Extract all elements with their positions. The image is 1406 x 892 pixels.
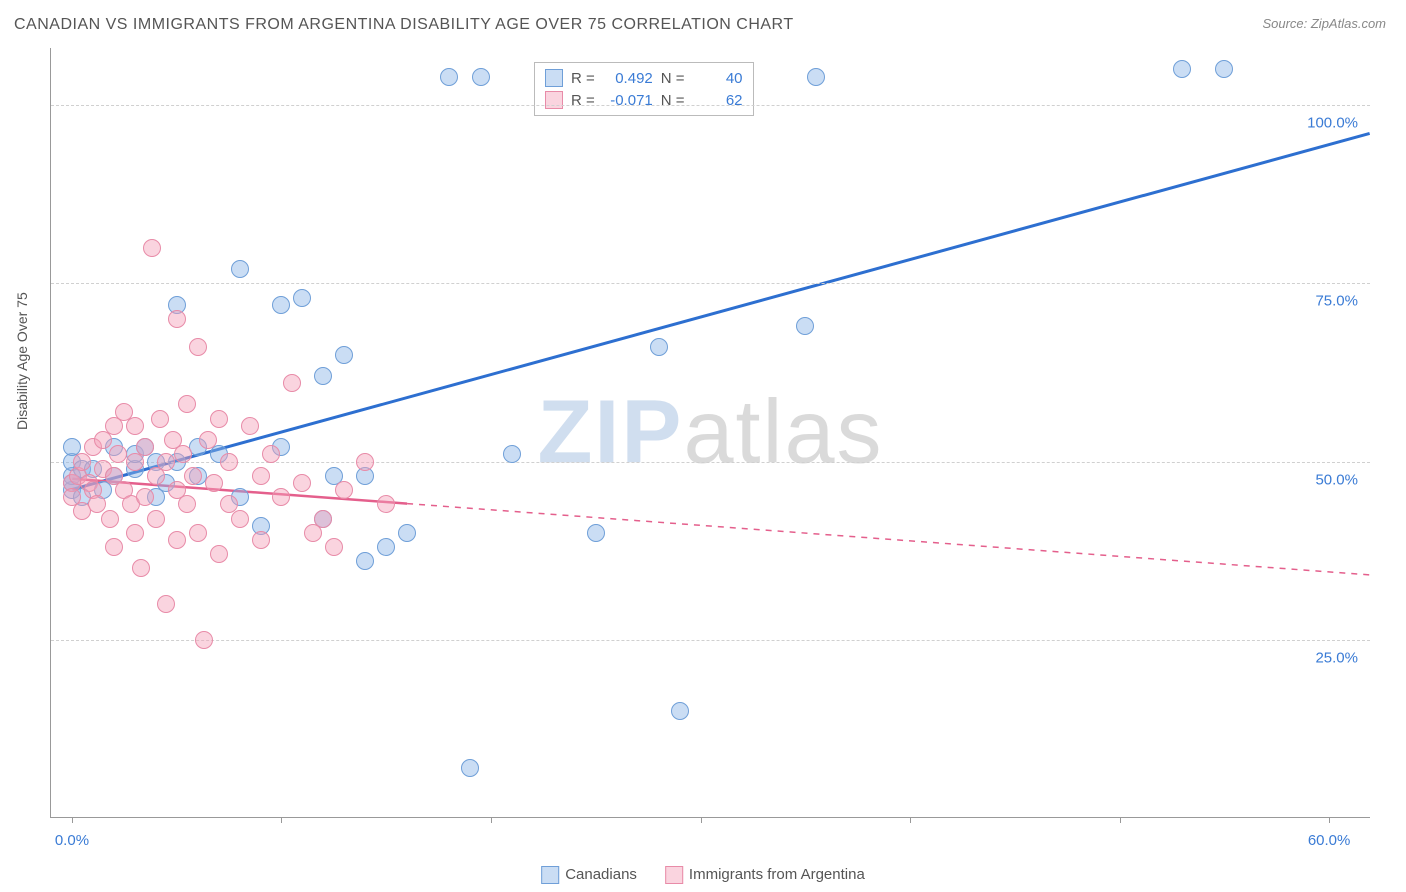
x-tick	[72, 817, 73, 823]
data-point	[136, 488, 154, 506]
data-point	[293, 474, 311, 492]
data-point	[210, 410, 228, 428]
data-point	[168, 531, 186, 549]
data-point	[377, 495, 395, 513]
trend-line-dashed	[407, 504, 1370, 575]
grid-line	[51, 640, 1370, 641]
data-point	[199, 431, 217, 449]
data-point	[325, 538, 343, 556]
data-point	[205, 474, 223, 492]
data-point	[650, 338, 668, 356]
data-point	[178, 495, 196, 513]
data-point	[335, 346, 353, 364]
n-value: 40	[693, 70, 743, 87]
data-point	[132, 559, 150, 577]
data-point	[157, 453, 175, 471]
y-tick-label: 25.0%	[1278, 649, 1358, 666]
data-point	[356, 453, 374, 471]
data-point	[440, 68, 458, 86]
data-point	[283, 374, 301, 392]
chart-title: CANADIAN VS IMMIGRANTS FROM ARGENTINA DI…	[14, 16, 794, 34]
data-point	[272, 296, 290, 314]
data-point	[356, 552, 374, 570]
data-point	[189, 524, 207, 542]
data-point	[314, 510, 332, 528]
y-axis-label: Disability Age Over 75	[14, 292, 30, 430]
swatch-blue-icon	[541, 866, 559, 884]
data-point	[1173, 60, 1191, 78]
x-tick	[701, 817, 702, 823]
data-point	[147, 510, 165, 528]
x-tick	[491, 817, 492, 823]
legend-item-canadians: Canadians	[541, 866, 637, 884]
data-point	[220, 453, 238, 471]
data-point	[195, 631, 213, 649]
data-point	[503, 445, 521, 463]
data-point	[252, 467, 270, 485]
data-point	[151, 410, 169, 428]
x-tick	[910, 817, 911, 823]
data-point	[231, 260, 249, 278]
data-point	[136, 438, 154, 456]
legend-row-argentina: R = -0.071 N = 62	[545, 89, 743, 111]
x-tick-label: 0.0%	[55, 832, 89, 849]
r-label: R =	[571, 70, 595, 87]
y-tick-label: 75.0%	[1278, 293, 1358, 310]
data-point	[587, 524, 605, 542]
data-point	[377, 538, 395, 556]
data-point	[178, 395, 196, 413]
data-point	[168, 310, 186, 328]
swatch-pink-icon	[665, 866, 683, 884]
x-tick	[1329, 817, 1330, 823]
data-point	[184, 467, 202, 485]
grid-line	[51, 462, 1370, 463]
grid-line	[51, 283, 1370, 284]
data-point	[101, 510, 119, 528]
data-point	[398, 524, 416, 542]
data-point	[335, 481, 353, 499]
data-point	[272, 488, 290, 506]
data-point	[231, 510, 249, 528]
x-tick	[1120, 817, 1121, 823]
data-point	[807, 68, 825, 86]
data-point	[472, 68, 490, 86]
data-point	[262, 445, 280, 463]
data-point	[796, 317, 814, 335]
trend-line-solid	[72, 133, 1369, 489]
legend-row-canadians: R = 0.492 N = 40	[545, 67, 743, 89]
legend-label: Canadians	[565, 866, 637, 883]
data-point	[126, 524, 144, 542]
data-point	[241, 417, 259, 435]
data-point	[174, 445, 192, 463]
data-point	[1215, 60, 1233, 78]
scatter-plot-area: ZIPatlas R = 0.492 N = 40 R = -0.071 N =…	[50, 48, 1370, 818]
y-tick-label: 100.0%	[1278, 115, 1358, 132]
x-tick-label: 60.0%	[1308, 832, 1351, 849]
data-point	[210, 545, 228, 563]
series-legend: Canadians Immigrants from Argentina	[541, 866, 865, 884]
legend-label: Immigrants from Argentina	[689, 866, 865, 883]
x-tick	[281, 817, 282, 823]
r-value: 0.492	[603, 70, 653, 87]
data-point	[671, 702, 689, 720]
source-attribution: Source: ZipAtlas.com	[1262, 16, 1386, 31]
swatch-blue-icon	[545, 69, 563, 87]
data-point	[105, 538, 123, 556]
data-point	[314, 367, 332, 385]
data-point	[143, 239, 161, 257]
y-tick-label: 50.0%	[1278, 471, 1358, 488]
data-point	[252, 531, 270, 549]
legend-item-argentina: Immigrants from Argentina	[665, 866, 865, 884]
data-point	[293, 289, 311, 307]
data-point	[461, 759, 479, 777]
data-point	[157, 595, 175, 613]
data-point	[189, 338, 207, 356]
grid-line	[51, 105, 1370, 106]
data-point	[109, 445, 127, 463]
correlation-legend: R = 0.492 N = 40 R = -0.071 N = 62	[534, 62, 754, 116]
swatch-pink-icon	[545, 91, 563, 109]
n-label: N =	[661, 70, 685, 87]
data-point	[126, 417, 144, 435]
